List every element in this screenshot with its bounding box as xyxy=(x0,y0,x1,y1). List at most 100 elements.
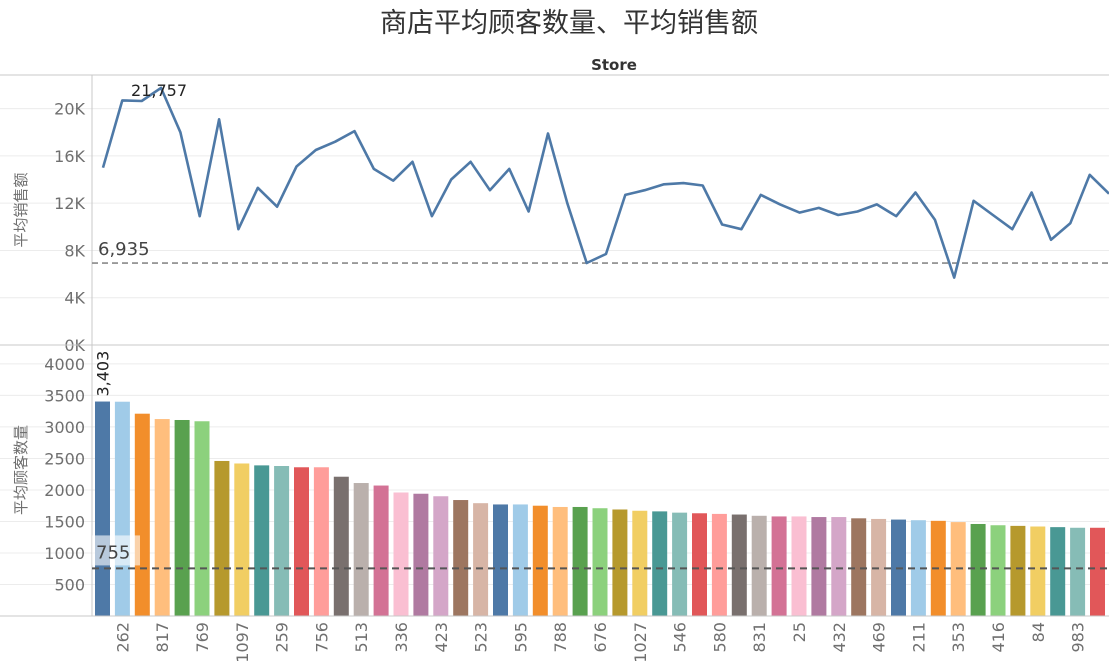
customers-bar xyxy=(512,504,528,616)
customers-x-tick-label: 595 xyxy=(511,622,530,653)
customers-bar xyxy=(433,496,449,616)
customers-bar xyxy=(612,509,628,616)
customers-x-tick-label: 423 xyxy=(432,622,451,653)
customers-x-tick-label: 84 xyxy=(1029,622,1048,642)
sales-y-axis-title: 平均销售额 xyxy=(12,172,30,247)
customers-x-tick-label: 769 xyxy=(193,622,212,653)
customers-x-tick-label: 523 xyxy=(472,622,491,653)
customers-bar xyxy=(851,518,867,616)
customers-bar xyxy=(771,516,787,616)
customers-reference-label-bg xyxy=(92,535,140,566)
chart-title: 商店平均顾客数量、平均销售额 xyxy=(380,8,758,39)
customers-y-tick-label: 3500 xyxy=(44,386,85,405)
customers-x-ticks: 262 817 769 1097 259 756 513 336 423 523 595 788 676… xyxy=(113,622,1087,663)
customers-x-tick-label: 432 xyxy=(830,622,849,653)
customers-y-tick-label: 4000 xyxy=(44,355,85,374)
customers-y-tick-label: 2000 xyxy=(44,481,85,500)
customers-x-tick-label: 353 xyxy=(949,622,968,653)
sales-reference-label: 6,935 xyxy=(98,239,150,260)
customers-bar-series: 3,403 xyxy=(94,351,1105,616)
customers-y-tick-label: 500 xyxy=(54,575,85,594)
customers-reference-label: 755 xyxy=(96,542,130,563)
customers-x-tick-label: 788 xyxy=(551,622,570,653)
customers-x-tick-label: 831 xyxy=(750,622,769,653)
customers-x-tick-label: 1027 xyxy=(631,622,650,663)
customers-x-tick-label: 259 xyxy=(273,622,292,653)
column-header: Store xyxy=(591,56,637,74)
customers-bar xyxy=(532,505,548,616)
customers-x-tick-label: 676 xyxy=(591,622,610,653)
customers-bar xyxy=(274,466,290,616)
customers-bar xyxy=(910,520,926,616)
customers-bar xyxy=(652,511,668,616)
customers-bar xyxy=(711,513,727,616)
customers-x-tick-label: 211 xyxy=(909,622,928,653)
customers-bar xyxy=(970,523,986,616)
sales-line xyxy=(101,86,1109,279)
customers-bar xyxy=(811,517,827,616)
customers-bar xyxy=(154,419,170,616)
customers-bar xyxy=(294,467,309,616)
sales-y-tick-label: 8K xyxy=(64,241,85,260)
customers-bar xyxy=(413,493,429,616)
customers-bar xyxy=(393,492,409,616)
customers-y-tick-label: 2500 xyxy=(44,449,85,468)
customers-bar xyxy=(751,515,767,616)
customers-bar xyxy=(214,460,230,616)
customers-bar xyxy=(592,508,608,616)
customers-y-tick-label: 1000 xyxy=(44,544,85,563)
customers-x-tick-label: 817 xyxy=(153,622,172,653)
customers-x-tick-label: 1097 xyxy=(233,622,252,663)
customers-bar xyxy=(791,516,807,616)
customers-bar xyxy=(632,510,648,616)
customers-bar xyxy=(493,504,508,616)
customers-x-tick-label: 546 xyxy=(671,622,690,653)
customers-bar xyxy=(453,500,469,616)
customers-x-tick-label: 469 xyxy=(870,622,889,653)
customers-bar xyxy=(990,525,1006,616)
customers-bar xyxy=(333,476,349,616)
sales-max-label: 21,757 xyxy=(131,81,187,100)
customers-bar xyxy=(731,514,747,616)
customers-bar xyxy=(672,512,688,616)
customers-bar xyxy=(1030,526,1046,616)
sales-y-tick-label: 12K xyxy=(54,194,85,213)
customers-bar xyxy=(1090,527,1105,616)
customers-y-axis-title: 平均顾客数量 xyxy=(12,425,30,515)
customers-x-tick-label: 416 xyxy=(989,622,1008,653)
customers-bar xyxy=(1070,527,1086,616)
customers-x-tick-label: 25 xyxy=(790,622,809,642)
customers-bar xyxy=(313,467,329,616)
customers-x-tick-label: 513 xyxy=(352,622,371,653)
customers-bar xyxy=(692,513,707,616)
customers-bar xyxy=(353,483,369,616)
customers-bar xyxy=(373,485,389,616)
customers-bar xyxy=(134,413,150,616)
customers-bar xyxy=(114,401,130,616)
sales-gridlines xyxy=(0,108,1109,346)
customers-bar xyxy=(194,421,210,616)
customers-bar xyxy=(234,463,250,616)
customers-x-tick-label: 983 xyxy=(1069,622,1088,653)
customers-x-tick-label: 580 xyxy=(710,622,729,653)
customers-panel: 500 1000 1500 2000 2500 3000 3500 4000 平均顾客数量 3… xyxy=(0,345,1109,663)
customers-y-ticks: 500 1000 1500 2000 2500 3000 3500 4000 xyxy=(44,355,85,595)
customers-bar xyxy=(473,503,489,616)
sales-line-series: 21,757 xyxy=(101,81,1109,279)
customers-y-tick-label: 1500 xyxy=(44,512,85,531)
customers-bar xyxy=(572,506,588,616)
customers-reference: 755 xyxy=(92,535,1109,570)
customers-bar xyxy=(174,419,190,616)
customers-x-tick-label: 262 xyxy=(113,622,132,653)
customers-max-label: 3,403 xyxy=(94,351,113,397)
customers-bar xyxy=(254,465,270,616)
customers-y-tick-label: 3000 xyxy=(44,418,85,437)
customers-bar xyxy=(95,401,110,616)
sales-y-tick-label: 20K xyxy=(54,100,85,119)
customers-bar xyxy=(831,517,847,616)
sales-y-tick-label: 16K xyxy=(54,147,85,166)
customers-x-tick-label: 336 xyxy=(392,622,411,653)
